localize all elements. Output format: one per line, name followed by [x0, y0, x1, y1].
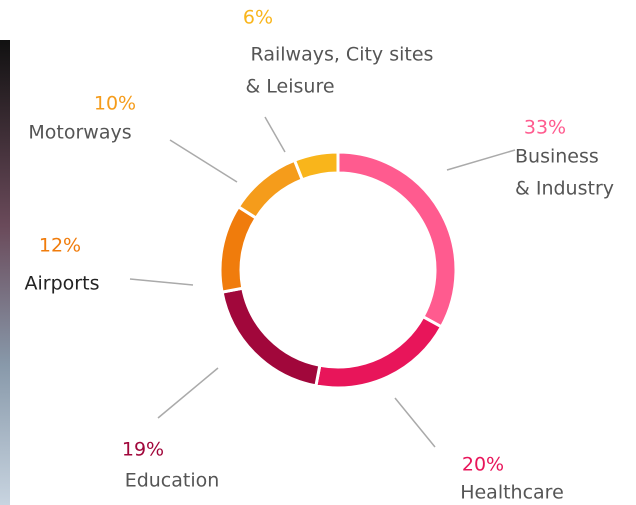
category-label: Motorways [28, 122, 131, 144]
leader-line [446, 149, 516, 171]
value-label: 33% [524, 117, 566, 139]
category-label: Education [125, 470, 220, 492]
category-label: Healthcare [460, 482, 564, 504]
leader-line [129, 278, 194, 286]
leader-line [264, 116, 286, 153]
category-label: Business [515, 146, 599, 168]
value-label: 10% [94, 93, 136, 115]
value-label: 12% [39, 235, 81, 257]
donut-segment [236, 158, 305, 221]
donut-segment [336, 150, 458, 329]
value-label: 19% [122, 439, 164, 461]
value-label: 6% [243, 7, 273, 29]
background-photo-edge [0, 40, 10, 505]
category-label: Airports [25, 273, 100, 295]
donut-segment [314, 314, 444, 390]
donut-segment [218, 204, 259, 294]
leader-line [394, 397, 436, 448]
category-label: & Industry [515, 178, 614, 200]
donut-segment [292, 150, 340, 182]
donut-segment [220, 286, 322, 388]
value-label: 20% [462, 454, 504, 476]
category-label: & Leisure [245, 76, 334, 98]
leader-line [157, 367, 219, 419]
category-label: Railways, City sites [251, 44, 434, 66]
leader-line [169, 139, 238, 183]
